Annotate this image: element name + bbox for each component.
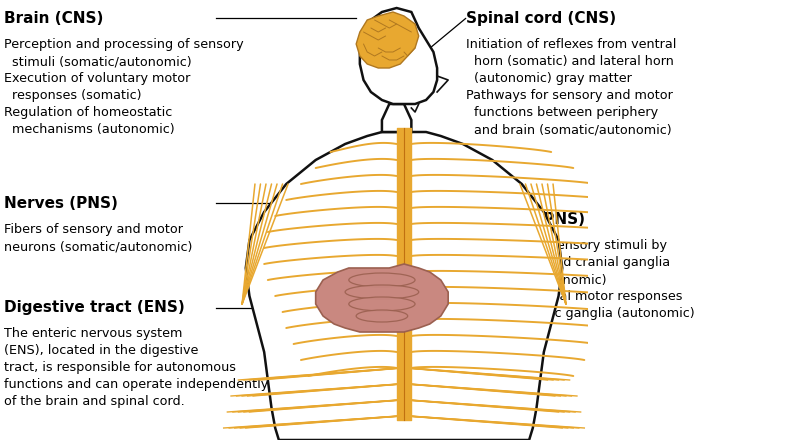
Text: Nerves (PNS): Nerves (PNS) <box>4 196 118 211</box>
Text: Reception of sensory stimuli by
  dorsal root and cranial ganglia
  (somatic/aut: Reception of sensory stimuli by dorsal r… <box>466 239 694 320</box>
Ellipse shape <box>345 285 418 299</box>
Text: Ganglia (PNS): Ganglia (PNS) <box>466 212 585 227</box>
Text: Digestive tract (ENS): Digestive tract (ENS) <box>4 300 185 315</box>
Text: Fibers of sensory and motor
neurons (somatic/autonomic): Fibers of sensory and motor neurons (som… <box>4 223 192 253</box>
Text: Brain (CNS): Brain (CNS) <box>4 11 103 26</box>
Polygon shape <box>360 8 437 104</box>
Ellipse shape <box>356 310 408 322</box>
Text: Spinal cord (CNS): Spinal cord (CNS) <box>466 11 616 26</box>
Ellipse shape <box>349 297 415 311</box>
Text: The enteric nervous system
(ENS), located in the digestive
tract, is responsible: The enteric nervous system (ENS), locate… <box>4 327 268 408</box>
Text: Perception and processing of sensory
  stimuli (somatic/autonomic)
Execution of : Perception and processing of sensory sti… <box>4 38 244 136</box>
Polygon shape <box>382 104 411 132</box>
Text: Initiation of reflexes from ventral
  horn (somatic) and lateral horn
  (autonom: Initiation of reflexes from ventral horn… <box>466 38 676 136</box>
Polygon shape <box>356 12 418 68</box>
Polygon shape <box>316 264 448 332</box>
Ellipse shape <box>349 273 415 287</box>
Polygon shape <box>246 132 562 440</box>
